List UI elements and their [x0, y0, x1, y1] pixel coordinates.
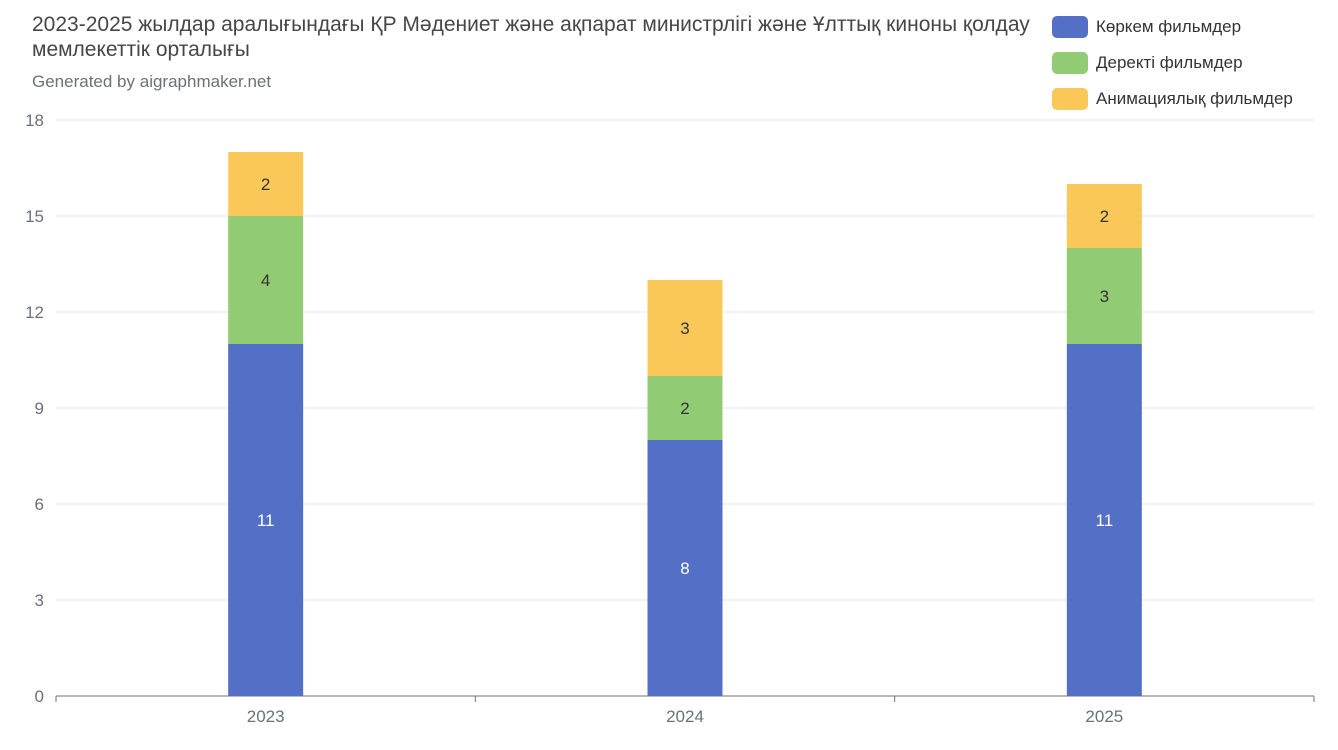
chart-title: 2023-2025 жылдар аралығындағы ҚР Мәдение…: [32, 13, 1030, 61]
legend-swatch: [1052, 52, 1088, 74]
y-tick-label: 3: [35, 591, 44, 610]
data-label: 11: [1096, 511, 1114, 530]
y-tick-label: 0: [35, 687, 44, 706]
data-label: 3: [680, 319, 689, 338]
bar-segment: [1066, 344, 1142, 696]
y-tick-label: 9: [35, 399, 44, 418]
x-tick-label: 2023: [247, 707, 285, 726]
data-label: 2: [261, 175, 270, 194]
legend-label: Анимациялық фильмдер: [1096, 89, 1293, 108]
bar-segment: [647, 280, 723, 376]
data-label: 8: [680, 559, 689, 578]
legend: Көркем фильмдер Деректі фильмдер Анимациял…: [1052, 16, 1293, 124]
data-label: 11: [257, 511, 275, 530]
legend-swatch: [1052, 16, 1088, 38]
data-label: 4: [261, 271, 270, 290]
bar-segment: [647, 376, 723, 440]
y-tick-label: 6: [35, 495, 44, 514]
y-tick-label: 15: [25, 207, 44, 226]
legend-swatch: [1052, 88, 1088, 110]
data-label: 2: [680, 399, 689, 418]
legend-item[interactable]: Анимациялық фильмдер: [1052, 88, 1293, 110]
bar-segment: [1066, 248, 1142, 344]
legend-item[interactable]: Көркем фильмдер: [1052, 16, 1293, 38]
legend-item[interactable]: Деректі фильмдер: [1052, 52, 1293, 74]
bar-segment: [228, 152, 304, 216]
chart-subtitle: Generated by aigraphmaker.net: [32, 72, 272, 91]
bar-segment: [647, 440, 723, 696]
y-tick-label: 18: [25, 111, 44, 130]
legend-label: Көркем фильмдер: [1096, 17, 1242, 36]
bar-segment: [1066, 184, 1142, 248]
data-label: 2: [1100, 207, 1109, 226]
data-label: 3: [1100, 287, 1109, 306]
x-tick-label: 2024: [666, 707, 704, 726]
bar-segment: [228, 216, 304, 344]
legend-label: Деректі фильмдер: [1096, 53, 1243, 72]
y-tick-label: 12: [25, 303, 44, 322]
x-tick-label: 2025: [1085, 707, 1123, 726]
bar-segment: [228, 344, 304, 696]
